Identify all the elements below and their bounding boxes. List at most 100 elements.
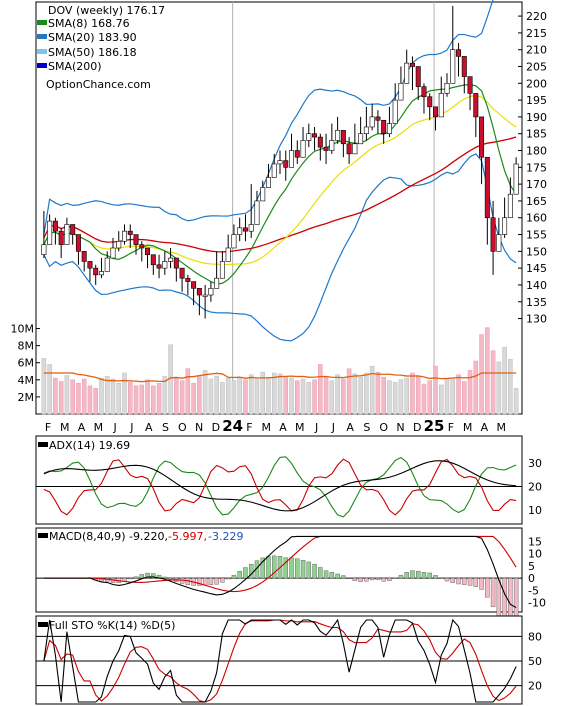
grid-lines [232, 2, 435, 414]
candle-body [329, 140, 335, 151]
macd-histogram-bar [433, 575, 438, 579]
macd-histogram-bar [375, 577, 381, 581]
month-label: M [94, 421, 104, 434]
indicator-tick-label: 5 [528, 560, 535, 573]
volume-bar [398, 379, 404, 415]
macd-histogram-bar [300, 559, 306, 579]
price-tick-label: 150 [526, 245, 547, 258]
macd-histogram-bar [335, 573, 340, 579]
indicator-tick-label: 30 [528, 457, 542, 470]
sto-title: Full STO %K(14) %D(5) [49, 619, 175, 632]
candle-body [340, 130, 346, 145]
price-tick-label: 195 [526, 94, 547, 107]
macd-histogram-bar [312, 563, 317, 579]
volume-bar [415, 376, 421, 415]
month-label: F [448, 421, 454, 434]
candle-body [70, 224, 76, 235]
candle-body [248, 224, 254, 232]
macd-histogram-bar [404, 572, 409, 579]
legend-label-sma200: SMA(200) [48, 60, 102, 73]
volume-bar [502, 347, 507, 415]
candle-body [398, 82, 404, 101]
sto-layer [36, 618, 522, 703]
month-label: J [331, 421, 335, 434]
volume-bar [295, 380, 300, 415]
volume-bar [375, 371, 381, 415]
macd-swatch [38, 533, 48, 538]
volume-bar [444, 378, 450, 415]
candle-body [202, 294, 208, 297]
candle-body [513, 163, 519, 195]
candle-body [502, 217, 508, 235]
candle-body [323, 146, 329, 151]
candle-body [122, 230, 127, 242]
macd-line [43, 535, 517, 609]
volume-bar [64, 375, 70, 415]
adx-line [43, 460, 517, 512]
bollinger-lower-line [43, 153, 517, 342]
candle-body [450, 49, 456, 84]
macd-histogram-bar [306, 561, 312, 579]
month-label: F [246, 421, 252, 434]
adx-panel-frame [35, 435, 523, 525]
candle-body [375, 116, 381, 121]
month-label: F [45, 421, 51, 434]
price-panel-frame [35, 1, 523, 415]
volume-bar [485, 327, 490, 415]
volume-bar [513, 388, 519, 415]
macd-histogram-bar [208, 577, 214, 586]
candle-body [116, 240, 122, 249]
candle-body [421, 86, 427, 98]
macd-layer [36, 535, 522, 625]
sto-legend: Full STO %K(14) %D(5) [38, 619, 175, 632]
candle-body [392, 99, 398, 124]
sma8-line [43, 83, 517, 285]
volume-bar [254, 378, 260, 415]
volume-bar [99, 377, 104, 415]
volume-bar [462, 381, 467, 415]
adx-axis: 30 20 10 [528, 457, 542, 517]
price-tick-label: 180 [526, 145, 547, 158]
price-tick-label: 205 [526, 60, 547, 73]
candle-body [219, 261, 225, 279]
year-label: 24 [222, 417, 243, 435]
adx-title: ADX(14) 19.69 [49, 439, 130, 452]
candle-body [41, 244, 47, 256]
candle-body [427, 96, 433, 108]
indicator-tick-label: 10 [528, 504, 542, 517]
macd-histogram-bar [456, 577, 461, 585]
volume-bar [220, 382, 225, 415]
candle-body [242, 227, 248, 232]
indicator-tick-label: -5 [528, 584, 539, 597]
candle-body [283, 160, 289, 168]
volume-bar [248, 374, 254, 415]
volume-bar [214, 376, 219, 415]
macd-histogram-bar [295, 558, 300, 579]
legend-swatch-sma200 [37, 63, 47, 68]
volume-bar [243, 379, 248, 415]
brand-label: OptionChance.com [46, 78, 151, 91]
candle-body [150, 254, 156, 266]
month-label: J [113, 421, 117, 434]
indicator-tick-label: 20 [528, 680, 542, 693]
volume-tick-label: 10M [11, 323, 35, 336]
macd-histogram-bar [387, 577, 392, 581]
price-tick-label: 170 [526, 178, 547, 191]
indicator-tick-label: 10 [528, 548, 542, 561]
candle-body [231, 234, 237, 249]
candle-body [363, 126, 369, 135]
candle-body [496, 234, 502, 252]
macd-histogram-bar [369, 577, 375, 581]
macd-signal-value: -5.997, [168, 530, 207, 543]
volume-bar [496, 361, 502, 415]
volume-bars [41, 327, 519, 415]
candle-body [271, 163, 277, 178]
candle-body [225, 247, 231, 262]
volume-average-line [43, 372, 517, 383]
candle-body [64, 224, 70, 245]
candle-body [386, 123, 392, 135]
indicator-tick-label: -10 [528, 597, 546, 610]
volume-tick-label: 8M [18, 340, 35, 353]
macd-histogram-bar [243, 567, 248, 579]
sto-k-line [43, 618, 517, 703]
